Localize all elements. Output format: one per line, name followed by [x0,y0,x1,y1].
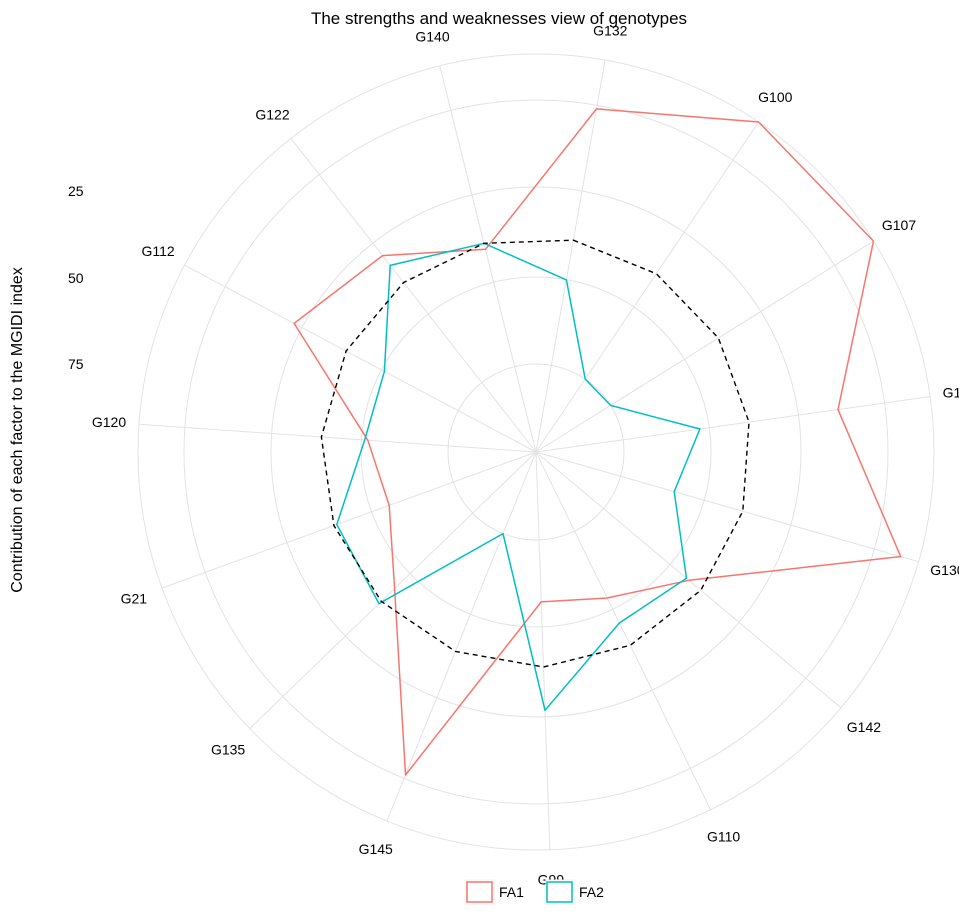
genotype-label-G122: G122 [255,107,289,123]
genotype-label-G21: G21 [121,590,148,606]
grid-circle-3 [270,186,802,718]
genotype-label-G145: G145 [359,841,393,857]
legend: FA1 FA2 [465,879,604,905]
spoke-G99 [535,451,551,850]
spoke-G122 [290,138,537,453]
spoke-G100 [535,121,760,453]
genotype-label-G120: G120 [92,414,126,430]
spoke-G140 [439,65,537,453]
genotype-labels: G132G100G107G104G130G142G110G99G145G135G… [92,23,959,888]
grid-circle-5 [137,53,935,851]
genotype-label-G112: G112 [141,243,174,259]
radial-tick-label-25: 25 [68,183,84,199]
genotype-label-G132: G132 [593,23,627,39]
spoke-G130 [535,451,919,563]
legend-key-FA1 [466,881,493,903]
genotype-label-G142: G142 [847,719,881,735]
spoke-G132 [535,59,606,453]
spoke-G21 [161,451,537,589]
grid-layer [137,53,935,851]
spoke-G135 [249,451,537,729]
y-axis-label: Contribution of each factor to the MGIDI… [9,267,26,593]
legend-label-FA2: FA2 [579,884,604,900]
spoke-G107 [535,240,874,453]
grid-circle-1 [447,363,625,541]
radial-tick-label-75: 75 [68,356,84,372]
genotype-label-G110: G110 [707,829,740,845]
grid-circle-4 [183,99,889,805]
spoke-G110 [535,451,711,810]
genotype-label-G107: G107 [882,217,916,233]
legend-key-box-FA2 [545,879,575,905]
spoke-G120 [138,423,537,453]
series-layer [293,108,902,776]
spoke-G104 [535,396,931,453]
radial-tick-labels: 25 50 75 [68,183,84,372]
legend-key-FA2 [546,881,573,903]
genotype-label-G104: G104 [943,384,959,400]
genotype-label-G135: G135 [211,741,245,757]
radial-tick-label-50: 50 [68,270,84,286]
chart-title: The strengths and weaknesses view of gen… [311,9,687,28]
genotype-label-G130: G130 [930,562,959,578]
genotype-label-G100: G100 [758,89,792,105]
spoke-G145 [386,451,537,822]
series-FA2 [336,242,701,712]
threshold-line [320,239,750,668]
legend-label-FA1: FA1 [499,884,524,900]
spoke-G112 [184,264,537,453]
series-FA1 [293,108,902,776]
legend-key-box-FA1 [465,879,495,905]
genotype-label-G140: G140 [415,29,449,45]
